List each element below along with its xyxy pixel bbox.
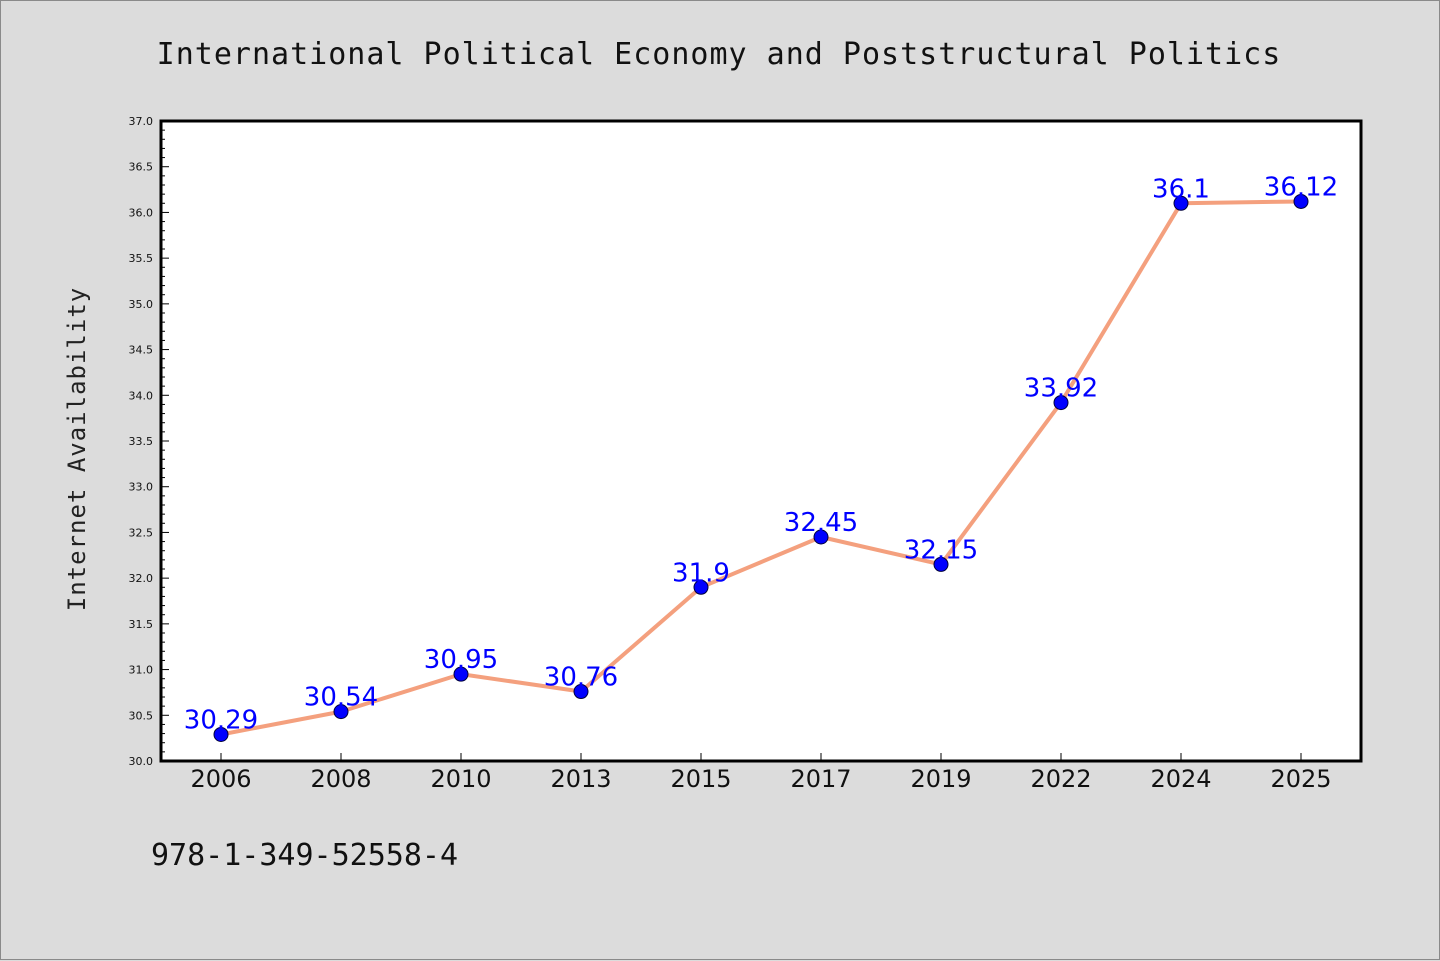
y-tick-label: 35.5 [129,252,154,265]
x-axis: 2006 2008 2010 2013 2015 2017 2019 2022 2024 2025 [190,753,1332,793]
data-label: 36.1 [1152,174,1210,204]
data-point [813,529,829,545]
x-tick-label: 2022 [1030,765,1091,793]
y-tick-label: 36.5 [129,161,154,174]
y-tick-label: 34.0 [129,389,154,402]
data-label: 30.95 [424,645,498,675]
x-tick-label: 2019 [910,765,971,793]
y-tick-label: 31.0 [129,664,154,677]
y-tick-label: 33.0 [129,481,154,494]
x-tick-label: 2008 [310,765,371,793]
data-label: 30.54 [304,683,378,713]
y-tick-label: 32.0 [129,572,154,585]
data-label: 36.12 [1264,172,1338,202]
x-tick-label: 2017 [790,765,851,793]
y-tick-label: 30.5 [129,709,154,722]
y-tick-label: 33.5 [129,435,154,448]
y-tick-label: 34.5 [129,344,154,357]
data-label: 32.15 [904,535,978,565]
data-point [453,666,469,682]
series-layer: 30.29 30.54 30.95 30.76 31.9 32.45 32.15 33.92 3… [184,172,1338,742]
data-label: 30.29 [184,705,258,735]
series-line [219,199,1303,737]
data-point [333,704,349,720]
data-label: 32.45 [784,508,858,538]
y-tick-label: 35.0 [129,298,154,311]
data-label: 31.9 [672,558,730,588]
y-tick-label: 37.0 [129,115,154,128]
chart-title: International Political Economy and Post… [157,37,1282,72]
data-label: 33.92 [1024,374,1098,404]
isbn-footer: 978-1-349-52558-4 [151,838,458,873]
y-axis: 30.0 30.5 31.0 31.5 32.0 32.5 33.0 33.5 34.0 34.5… [129,115,169,768]
x-tick-label: 2013 [550,765,611,793]
x-tick-label: 2025 [1270,765,1331,793]
data-point [213,726,229,742]
data-label: 30.76 [544,663,618,693]
y-tick-label: 36.0 [129,206,154,219]
x-tick-label: 2024 [1150,765,1211,793]
data-point [1293,193,1309,209]
x-tick-label: 2010 [430,765,491,793]
y-tick-label: 32.5 [129,526,154,539]
data-point [1173,195,1189,211]
data-point [933,556,949,572]
data-point [693,579,709,595]
y-tick-label: 31.5 [129,618,154,631]
data-point [1053,395,1069,411]
plot-area [159,119,1363,763]
x-tick-label: 2015 [670,765,731,793]
x-tick-label: 2006 [190,765,251,793]
y-tick-label: 30.0 [129,755,154,768]
y-axis-label: Internet Availability [63,287,91,611]
data-point [573,684,589,700]
